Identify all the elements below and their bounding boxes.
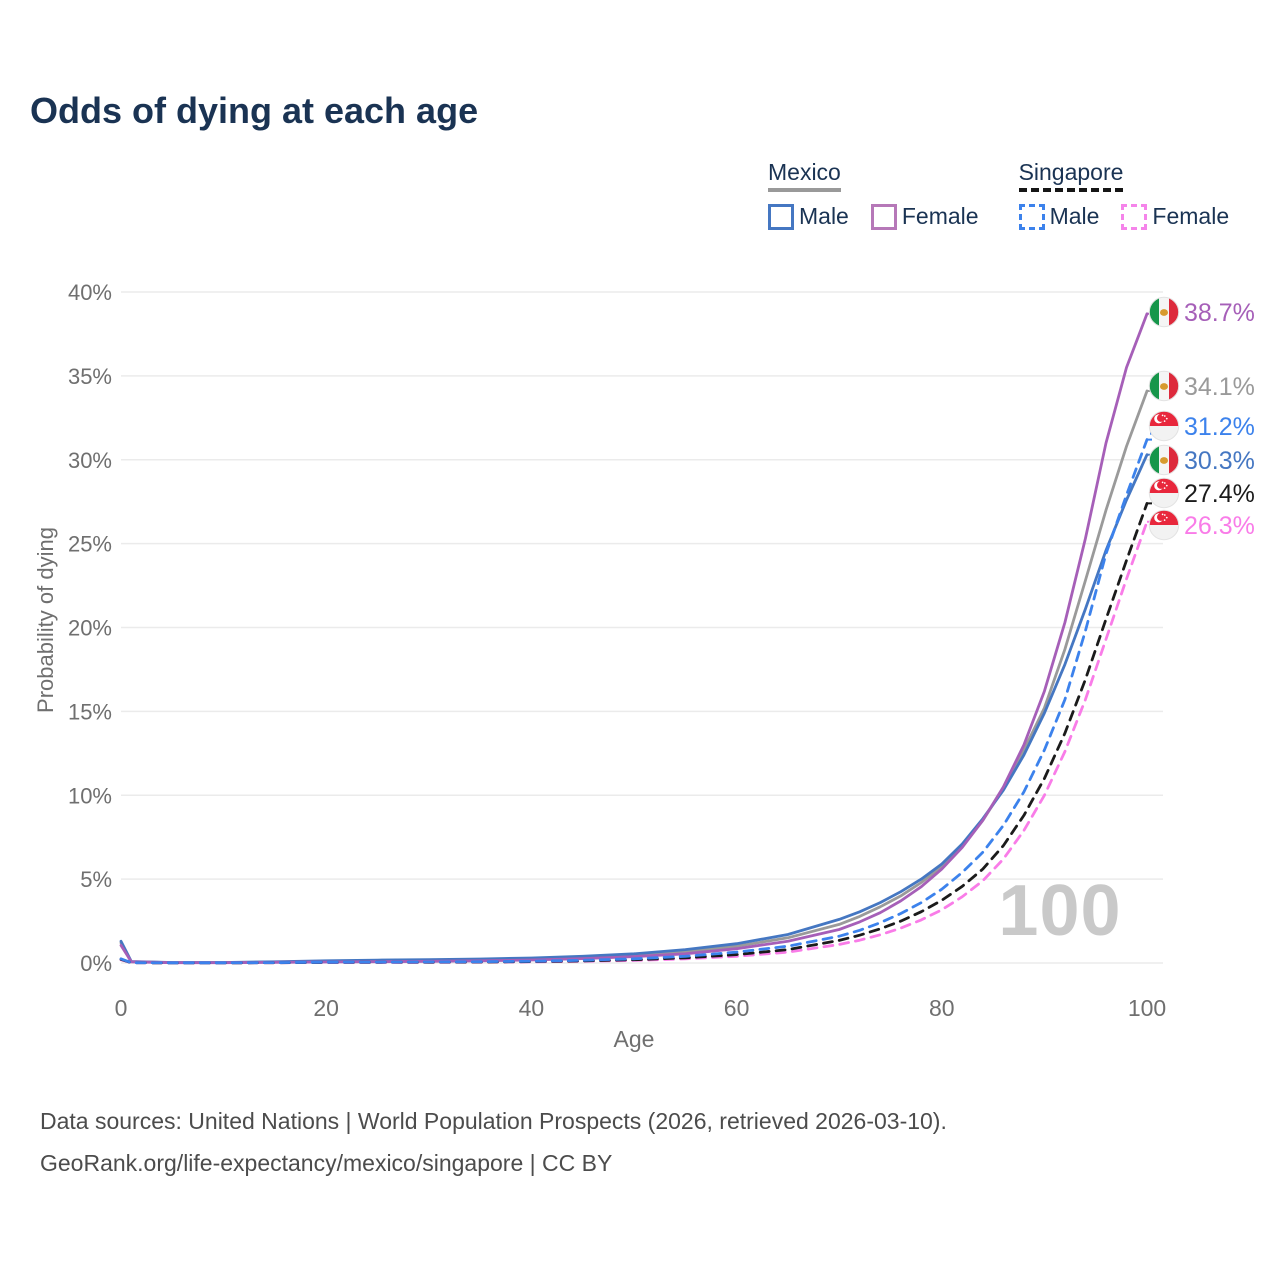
chart-legend: Mexico Male Female Singapore Male	[768, 159, 1229, 230]
footer-attribution: GeoRank.org/life-expectancy/mexico/singa…	[40, 1150, 613, 1176]
x-tick-label: 60	[724, 995, 750, 1021]
legend-swatch-singapore-female-icon	[1121, 203, 1148, 230]
legend-swatch-singapore-male-icon	[1018, 203, 1045, 230]
singapore-flag-icon	[1149, 510, 1179, 540]
legend-group-singapore: Singapore Male Female	[1018, 159, 1229, 230]
legend-swatch-mexico-female-icon	[870, 203, 897, 230]
x-axis-title: Age	[613, 1026, 655, 1052]
legend-item-singapore-male[interactable]: Male	[1018, 203, 1100, 230]
series-line-mexico-female	[119, 312, 1149, 965]
legend-items-mexico: Male Female	[768, 203, 979, 230]
legend-item-label: Female	[901, 203, 979, 230]
series-line-singapore-female	[119, 520, 1149, 965]
y-tick-label: 35%	[68, 364, 112, 389]
y-tick-label: 10%	[68, 783, 112, 808]
legend-header-singapore: Singapore	[1018, 159, 1124, 193]
legend-group-mexico: Mexico Male Female	[768, 159, 979, 230]
end-value-label-singapore-all: 27.4%	[1184, 480, 1255, 508]
page-title: Odds of dying at each age	[30, 90, 479, 131]
x-tick-label: 40	[519, 995, 545, 1021]
series-line-singapore-all	[119, 502, 1149, 965]
y-tick-label: 20%	[68, 616, 112, 641]
series-line-mexico-male	[119, 453, 1149, 964]
x-tick-label: 80	[929, 995, 955, 1021]
legend-item-label: Male	[1049, 203, 1100, 230]
legend-swatch-mexico-male-icon	[768, 203, 794, 230]
singapore-flag-icon	[1149, 478, 1179, 508]
flag-ring	[1148, 296, 1180, 328]
age-marker-watermark: 100	[998, 871, 1122, 951]
singapore-flag-icon	[1149, 411, 1179, 441]
series-line-singapore-male	[119, 438, 1149, 965]
end-value-label-mexico-female: 38.7%	[1184, 299, 1255, 327]
legend-header-mexico: Mexico	[768, 159, 841, 193]
y-tick-label: 30%	[68, 448, 112, 473]
legend-item-mexico-female[interactable]: Female	[870, 203, 979, 230]
flag-ring	[1148, 477, 1180, 509]
legend-item-label: Female	[1152, 203, 1230, 230]
y-tick-label: 40%	[68, 280, 112, 305]
series-line-mexico-all	[119, 389, 1149, 964]
mexico-flag-icon	[1149, 297, 1179, 327]
end-value-label-mexico-male: 30.3%	[1184, 447, 1255, 475]
x-tick-label: 0	[115, 995, 128, 1021]
x-tick-label: 100	[1128, 995, 1166, 1021]
end-value-label-singapore-male: 31.2%	[1184, 413, 1255, 441]
footer-data-sources: Data sources: United Nations | World Pop…	[40, 1108, 947, 1134]
flag-ring	[1148, 410, 1180, 442]
mexico-flag-icon	[1149, 371, 1179, 401]
legend-item-singapore-female[interactable]: Female	[1121, 203, 1229, 230]
y-tick-label: 15%	[68, 699, 112, 724]
flag-ring	[1148, 444, 1180, 476]
y-tick-label: 0%	[80, 951, 112, 976]
x-tick-label: 20	[313, 995, 339, 1021]
y-tick-label: 5%	[80, 867, 112, 892]
end-value-label-mexico-all: 34.1%	[1184, 373, 1255, 401]
legend-item-mexico-male[interactable]: Male	[768, 203, 849, 230]
legend-item-label: Male	[799, 203, 849, 230]
mexico-flag-icon	[1149, 445, 1179, 475]
flag-ring	[1148, 370, 1180, 402]
legend-items-singapore: Male Female	[1018, 203, 1229, 230]
y-tick-label: 25%	[68, 532, 112, 557]
end-value-label-singapore-female: 26.3%	[1184, 512, 1255, 540]
flag-ring	[1148, 509, 1180, 541]
line-chart: 0% 5% 10% 15% 20% 25% 30% 35% 40% 0 20 40 60 80 100 34.…	[68, 280, 1255, 1021]
